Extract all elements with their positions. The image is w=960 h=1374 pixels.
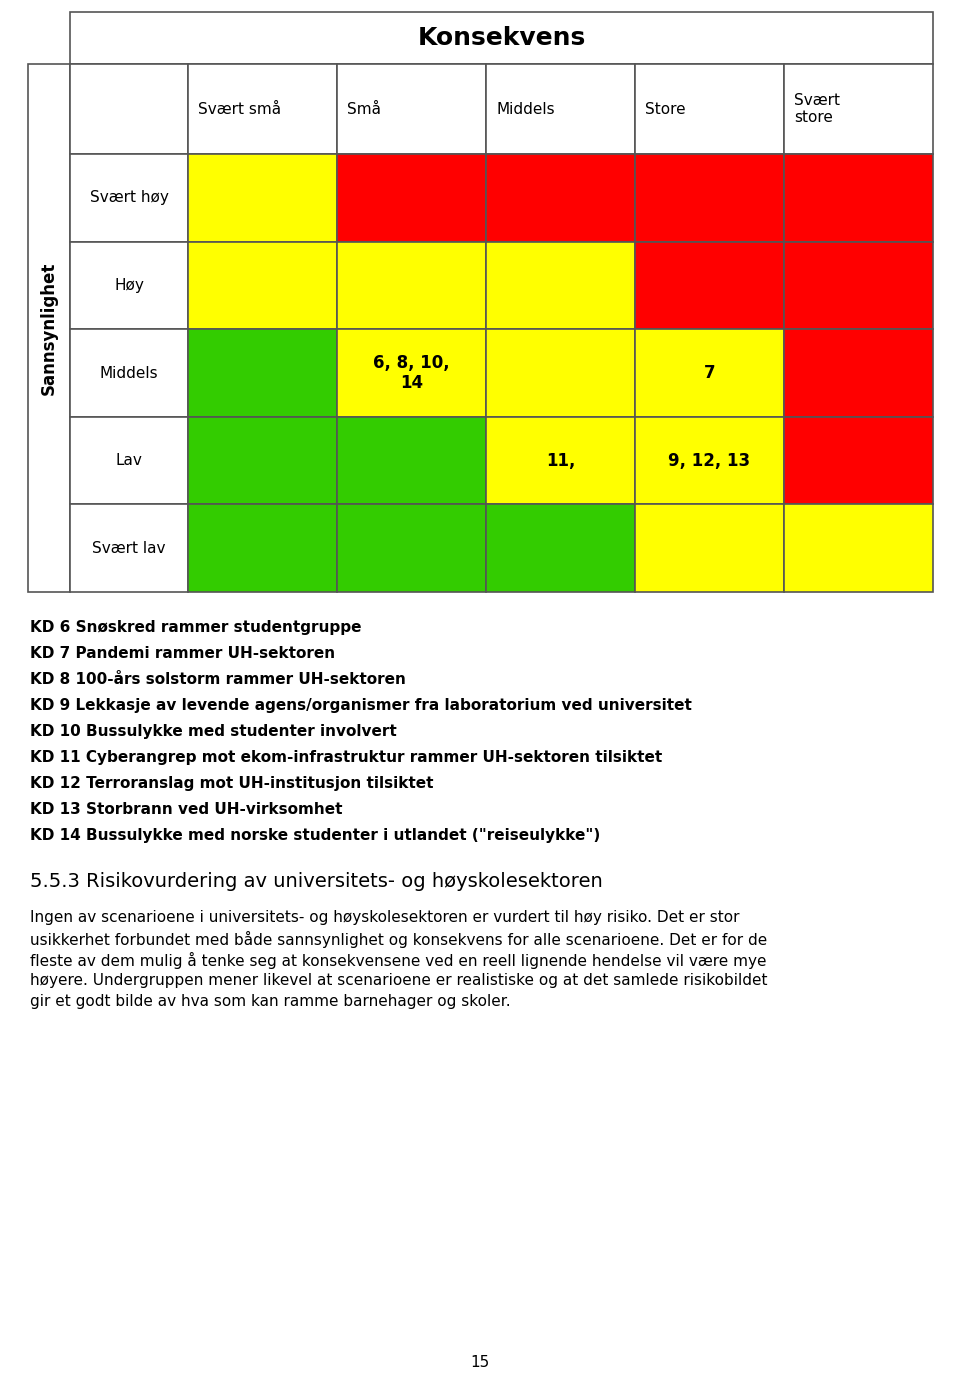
Bar bbox=[337, 330, 486, 416]
Bar bbox=[635, 242, 784, 330]
Text: Svært høy: Svært høy bbox=[89, 191, 168, 205]
Bar bbox=[486, 416, 635, 504]
Bar bbox=[337, 154, 486, 242]
Text: KD 6 Snøskred rammer studentgruppe: KD 6 Snøskred rammer studentgruppe bbox=[30, 620, 362, 635]
Text: Lav: Lav bbox=[115, 453, 142, 469]
Bar bbox=[635, 416, 784, 504]
Text: KD 14 Bussulykke med norske studenter i utlandet ("reiseulykke"): KD 14 Bussulykke med norske studenter i … bbox=[30, 829, 600, 844]
Bar bbox=[188, 242, 337, 330]
Text: KD 10 Bussulykke med studenter involvert: KD 10 Bussulykke med studenter involvert bbox=[30, 724, 396, 739]
Text: Høy: Høy bbox=[114, 278, 144, 293]
Bar bbox=[784, 504, 933, 592]
Text: KD 8 100-års solstorm rammer UH-sektoren: KD 8 100-års solstorm rammer UH-sektoren bbox=[30, 672, 406, 687]
Text: Sannsynlighet: Sannsynlighet bbox=[40, 261, 58, 394]
Bar bbox=[70, 242, 188, 330]
Text: 11,: 11, bbox=[546, 452, 575, 470]
Text: KD 11 Cyberangrep mot ekom-infrastruktur rammer UH-sektoren tilsiktet: KD 11 Cyberangrep mot ekom-infrastruktur… bbox=[30, 750, 662, 765]
Bar bbox=[188, 504, 337, 592]
Text: fleste av dem mulig å tenke seg at konsekvensene ved en reell lignende hendelse : fleste av dem mulig å tenke seg at konse… bbox=[30, 952, 766, 969]
Bar bbox=[784, 242, 933, 330]
Text: 15: 15 bbox=[470, 1355, 490, 1370]
Bar bbox=[784, 154, 933, 242]
Bar bbox=[486, 154, 635, 242]
Bar bbox=[486, 242, 635, 330]
Text: 7: 7 bbox=[704, 364, 715, 382]
Bar bbox=[635, 504, 784, 592]
Bar bbox=[70, 12, 933, 65]
Bar bbox=[635, 65, 784, 154]
Bar bbox=[70, 65, 188, 154]
Text: Middels: Middels bbox=[496, 102, 555, 117]
Text: høyere. Undergruppen mener likevel at scenarioene er realistiske og at det samle: høyere. Undergruppen mener likevel at sc… bbox=[30, 973, 767, 988]
Bar bbox=[337, 242, 486, 330]
Text: KD 7 Pandemi rammer UH-sektoren: KD 7 Pandemi rammer UH-sektoren bbox=[30, 646, 335, 661]
Bar bbox=[70, 416, 188, 504]
Bar bbox=[188, 154, 337, 242]
Text: Middels: Middels bbox=[100, 365, 158, 381]
Bar bbox=[784, 416, 933, 504]
Text: 9, 12, 13: 9, 12, 13 bbox=[668, 452, 751, 470]
Bar bbox=[635, 330, 784, 416]
Text: Store: Store bbox=[645, 102, 685, 117]
Text: Svært
store: Svært store bbox=[794, 93, 840, 125]
Bar bbox=[188, 330, 337, 416]
Bar bbox=[188, 416, 337, 504]
Text: usikkerhet forbundet med både sannsynlighet og konsekvens for alle scenarioene. : usikkerhet forbundet med både sannsynlig… bbox=[30, 932, 767, 948]
Text: 5.5.3 Risikovurdering av universitets- og høyskolesektoren: 5.5.3 Risikovurdering av universitets- o… bbox=[30, 872, 603, 890]
Text: KD 12 Terroranslag mot UH-institusjon tilsiktet: KD 12 Terroranslag mot UH-institusjon ti… bbox=[30, 776, 434, 791]
Bar bbox=[635, 154, 784, 242]
Text: 6, 8, 10,
14: 6, 8, 10, 14 bbox=[373, 353, 450, 393]
Bar bbox=[337, 65, 486, 154]
Bar bbox=[70, 330, 188, 416]
Text: Svært lav: Svært lav bbox=[92, 541, 166, 555]
Bar bbox=[486, 330, 635, 416]
Bar bbox=[28, 65, 70, 592]
Text: Ingen av scenarioene i universitets- og høyskolesektoren er vurdert til høy risi: Ingen av scenarioene i universitets- og … bbox=[30, 910, 739, 925]
Text: Konsekvens: Konsekvens bbox=[418, 26, 586, 49]
Bar bbox=[784, 330, 933, 416]
Bar bbox=[784, 65, 933, 154]
Text: KD 13 Storbrann ved UH-virksomhet: KD 13 Storbrann ved UH-virksomhet bbox=[30, 802, 343, 818]
Text: KD 9 Lekkasje av levende agens/organismer fra laboratorium ved universitet: KD 9 Lekkasje av levende agens/organisme… bbox=[30, 698, 692, 713]
Bar bbox=[70, 504, 188, 592]
Bar bbox=[188, 65, 337, 154]
Text: Svært små: Svært små bbox=[198, 102, 281, 117]
Bar bbox=[70, 154, 188, 242]
Bar bbox=[486, 65, 635, 154]
Text: gir et godt bilde av hva som kan ramme barnehager og skoler.: gir et godt bilde av hva som kan ramme b… bbox=[30, 993, 511, 1009]
Bar bbox=[337, 416, 486, 504]
Bar bbox=[337, 504, 486, 592]
Text: Små: Små bbox=[347, 102, 381, 117]
Bar bbox=[486, 504, 635, 592]
